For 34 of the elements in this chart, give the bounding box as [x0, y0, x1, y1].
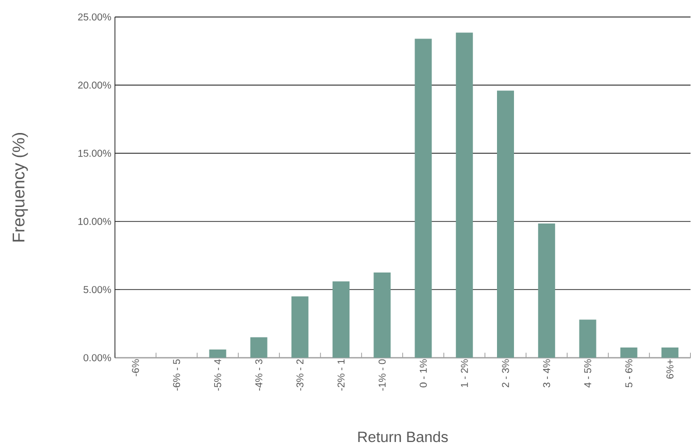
- x-tick-label: -1% - 0: [378, 359, 386, 391]
- x-tick-label: 1 - 2%: [460, 359, 468, 388]
- bar: [209, 350, 226, 358]
- x-tick-label: -5% - 4: [214, 359, 222, 391]
- y-tick-label: 20.00%: [78, 82, 112, 89]
- x-tick-label: -3% - 2: [296, 360, 304, 391]
- x-tick-label: -6%: [132, 359, 139, 376]
- bar: [538, 224, 556, 358]
- y-tick-label: 15.00%: [78, 150, 112, 157]
- x-tick-label: 4 - 5%: [584, 359, 592, 388]
- y-tick-label: 10.00%: [78, 218, 112, 226]
- x-tick-label: -4% - 3: [255, 360, 262, 391]
- x-tick-label: 0 - 1%: [420, 359, 427, 388]
- bar: [374, 272, 391, 358]
- x-tick-label: 2 - 3%: [502, 359, 510, 388]
- bar: [620, 348, 638, 358]
- bar: [332, 282, 350, 358]
- bar: [497, 90, 514, 358]
- x-tick-label: -2% - 1: [338, 360, 345, 391]
- bar: [291, 296, 308, 358]
- x-tick-label: 6%+: [666, 360, 674, 379]
- y-tick-label: 5.00%: [84, 286, 112, 294]
- bar: [414, 38, 432, 358]
- y-tick-label: 0.00%: [84, 354, 112, 362]
- bar: [661, 348, 678, 358]
- x-tick-label: 5 - 6%: [625, 359, 632, 388]
- x-tick-label: 3 - 4%: [543, 359, 550, 388]
- bar: [250, 337, 268, 358]
- bar: [579, 320, 596, 358]
- y-axis-title: Frequency (%): [12, 133, 28, 242]
- x-axis-title: Return Bands: [358, 431, 448, 442]
- bar: [456, 32, 473, 358]
- y-tick-label: 25.00%: [78, 14, 112, 21]
- x-tick-label: -6% - 5: [173, 360, 180, 391]
